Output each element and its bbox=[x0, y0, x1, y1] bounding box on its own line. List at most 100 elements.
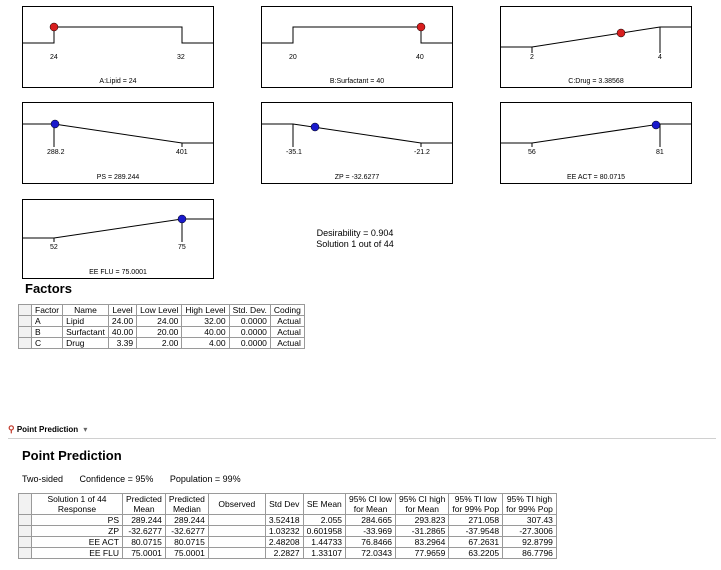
desirability-value: Desirability = 0.904 bbox=[316, 228, 394, 238]
confidence-label: Confidence = 95% bbox=[79, 474, 154, 484]
ramp-lipid-graph bbox=[23, 22, 213, 44]
table-cell: 40.00 bbox=[181, 326, 230, 338]
table-row: EE FLU 75.0001 75.0001 2.2827 1.33107 72… bbox=[18, 547, 557, 559]
ramp-ps-graph bbox=[23, 119, 213, 147]
ramp-high-label: 401 bbox=[176, 149, 188, 156]
factors-heading: Factors bbox=[25, 281, 72, 296]
prediction-settings: Two-sided Confidence = 95% Population = … bbox=[22, 474, 255, 484]
ramp-drug-graph bbox=[501, 26, 691, 53]
ramp-high-label: 40 bbox=[416, 54, 424, 61]
table-cell: 86.7796 bbox=[502, 547, 557, 559]
table-cell: 1.44733 bbox=[302, 536, 347, 548]
ramp-title: EE ACT = 80.0715 bbox=[566, 174, 626, 181]
table-cell: 20.00 bbox=[136, 326, 183, 338]
column-header: 95% TI low for 99% Pop bbox=[448, 493, 504, 515]
table-cell: 72.0343 bbox=[345, 547, 397, 559]
table-cell: EE FLU bbox=[31, 547, 123, 559]
two-sided-label: Two-sided bbox=[22, 474, 64, 484]
table-row: PS 289.244 289.244 3.52418 2.055 284.665… bbox=[18, 514, 557, 526]
table-cell: ZP bbox=[31, 525, 123, 537]
ramp-curve bbox=[501, 123, 691, 144]
table-cell bbox=[207, 536, 266, 548]
row-gutter[interactable] bbox=[18, 536, 32, 548]
table-cell bbox=[207, 525, 266, 537]
table-cell: 83.2964 bbox=[395, 536, 450, 548]
table-cell: 1.33107 bbox=[302, 547, 347, 559]
table-cell: B bbox=[30, 326, 64, 338]
ramp-curve bbox=[262, 123, 452, 144]
ramp-zp-graph bbox=[262, 122, 452, 147]
row-gutter[interactable] bbox=[18, 547, 32, 559]
table-row: ZP -32.6277 -32.6277 1.03232 0.601958 -3… bbox=[18, 525, 557, 537]
row-gutter[interactable] bbox=[18, 326, 32, 338]
ramp-title: EE FLU = 75.0001 bbox=[89, 269, 147, 276]
table-cell: 76.8466 bbox=[345, 536, 397, 548]
table-cell: -32.6277 bbox=[122, 525, 166, 537]
ramp-high-label: -21.2 bbox=[414, 149, 430, 156]
table-cell: 75.0001 bbox=[164, 547, 209, 559]
column-header: Solution 1 of 44 Response bbox=[31, 493, 123, 515]
column-header: Low Level bbox=[136, 304, 183, 316]
table-cell: 0.0000 bbox=[228, 315, 271, 327]
table-cell: 40.00 bbox=[107, 326, 138, 338]
desirability-summary: Desirability = 0.904 Solution 1 out of 4… bbox=[290, 228, 420, 250]
ramp-title: B:Surfactant = 40 bbox=[329, 78, 385, 85]
ramp-ee-act: 56 81 EE ACT = 80.0715 bbox=[500, 102, 692, 184]
table-cell: 3.52418 bbox=[264, 514, 304, 526]
ramp-title: A:Lipid = 24 bbox=[99, 78, 137, 85]
point-prediction-outline-header[interactable]: ⚲ Point Prediction ▾ bbox=[8, 424, 716, 439]
ramp-title: ZP = -32.6277 bbox=[334, 174, 380, 181]
table-cell: 289.244 bbox=[122, 514, 166, 526]
column-header: Std. Dev. bbox=[228, 304, 271, 316]
table-cell bbox=[207, 514, 266, 526]
table-row: A Lipid 24.00 24.00 32.00 0.0000 Actual bbox=[18, 315, 305, 327]
ramp-ee-flu-graph bbox=[23, 214, 213, 242]
point-prediction-heading: Point Prediction bbox=[22, 448, 122, 463]
column-header: Std Dev bbox=[264, 493, 304, 515]
table-cell: PS bbox=[31, 514, 123, 526]
prediction-header-row: Solution 1 of 44 Response Predicted Mean P… bbox=[18, 493, 557, 515]
ramp-curve bbox=[262, 26, 452, 44]
row-gutter[interactable] bbox=[18, 514, 32, 526]
row-gutter[interactable] bbox=[18, 315, 32, 327]
table-cell: 307.43 bbox=[502, 514, 557, 526]
column-header: High Level bbox=[181, 304, 230, 316]
solution-count: Solution 1 out of 44 bbox=[316, 239, 394, 249]
chevron-down-icon[interactable]: ▾ bbox=[83, 425, 88, 434]
ramp-low-label: 56 bbox=[528, 149, 536, 156]
column-header: 95% CI high for Mean bbox=[395, 493, 450, 515]
table-cell: 24.00 bbox=[107, 315, 138, 327]
column-header: Factor bbox=[30, 304, 64, 316]
table-cell: 2.00 bbox=[136, 337, 183, 349]
ramp-high-label: 32 bbox=[177, 54, 185, 61]
table-cell: -31.2865 bbox=[395, 525, 450, 537]
table-cell: -27.3006 bbox=[502, 525, 557, 537]
table-cell: 80.0715 bbox=[122, 536, 166, 548]
ramp-zp: -35.1 -21.2 ZP = -32.6277 bbox=[261, 102, 453, 184]
table-cell: 24.00 bbox=[136, 315, 183, 327]
table-cell: 32.00 bbox=[181, 315, 230, 327]
table-cell: 0.0000 bbox=[228, 337, 271, 349]
ramp-curve bbox=[23, 26, 213, 44]
ramp-dot bbox=[177, 214, 187, 224]
column-header: Name bbox=[62, 304, 109, 316]
ramp-title: PS = 289.244 bbox=[96, 174, 140, 181]
ramp-low-label: 2 bbox=[530, 54, 534, 61]
row-gutter bbox=[18, 493, 32, 515]
table-cell: 1.03232 bbox=[264, 525, 304, 537]
table-cell: A bbox=[30, 315, 64, 327]
column-header: 95% CI low for Mean bbox=[345, 493, 397, 515]
column-header: Predicted Mean bbox=[122, 493, 166, 515]
row-gutter[interactable] bbox=[18, 525, 32, 537]
ramp-high-label: 4 bbox=[658, 54, 662, 61]
table-cell: 3.39 bbox=[107, 337, 138, 349]
ramp-curve bbox=[23, 123, 213, 144]
row-gutter[interactable] bbox=[18, 337, 32, 349]
ramp-low-label: 24 bbox=[50, 54, 58, 61]
table-cell: 77.9659 bbox=[395, 547, 450, 559]
table-cell: -32.6277 bbox=[164, 525, 209, 537]
table-cell: 4.00 bbox=[181, 337, 230, 349]
ramp-surfactant-graph bbox=[262, 22, 452, 44]
table-cell: Surfactant bbox=[62, 326, 109, 338]
table-cell: 2.2827 bbox=[264, 547, 304, 559]
